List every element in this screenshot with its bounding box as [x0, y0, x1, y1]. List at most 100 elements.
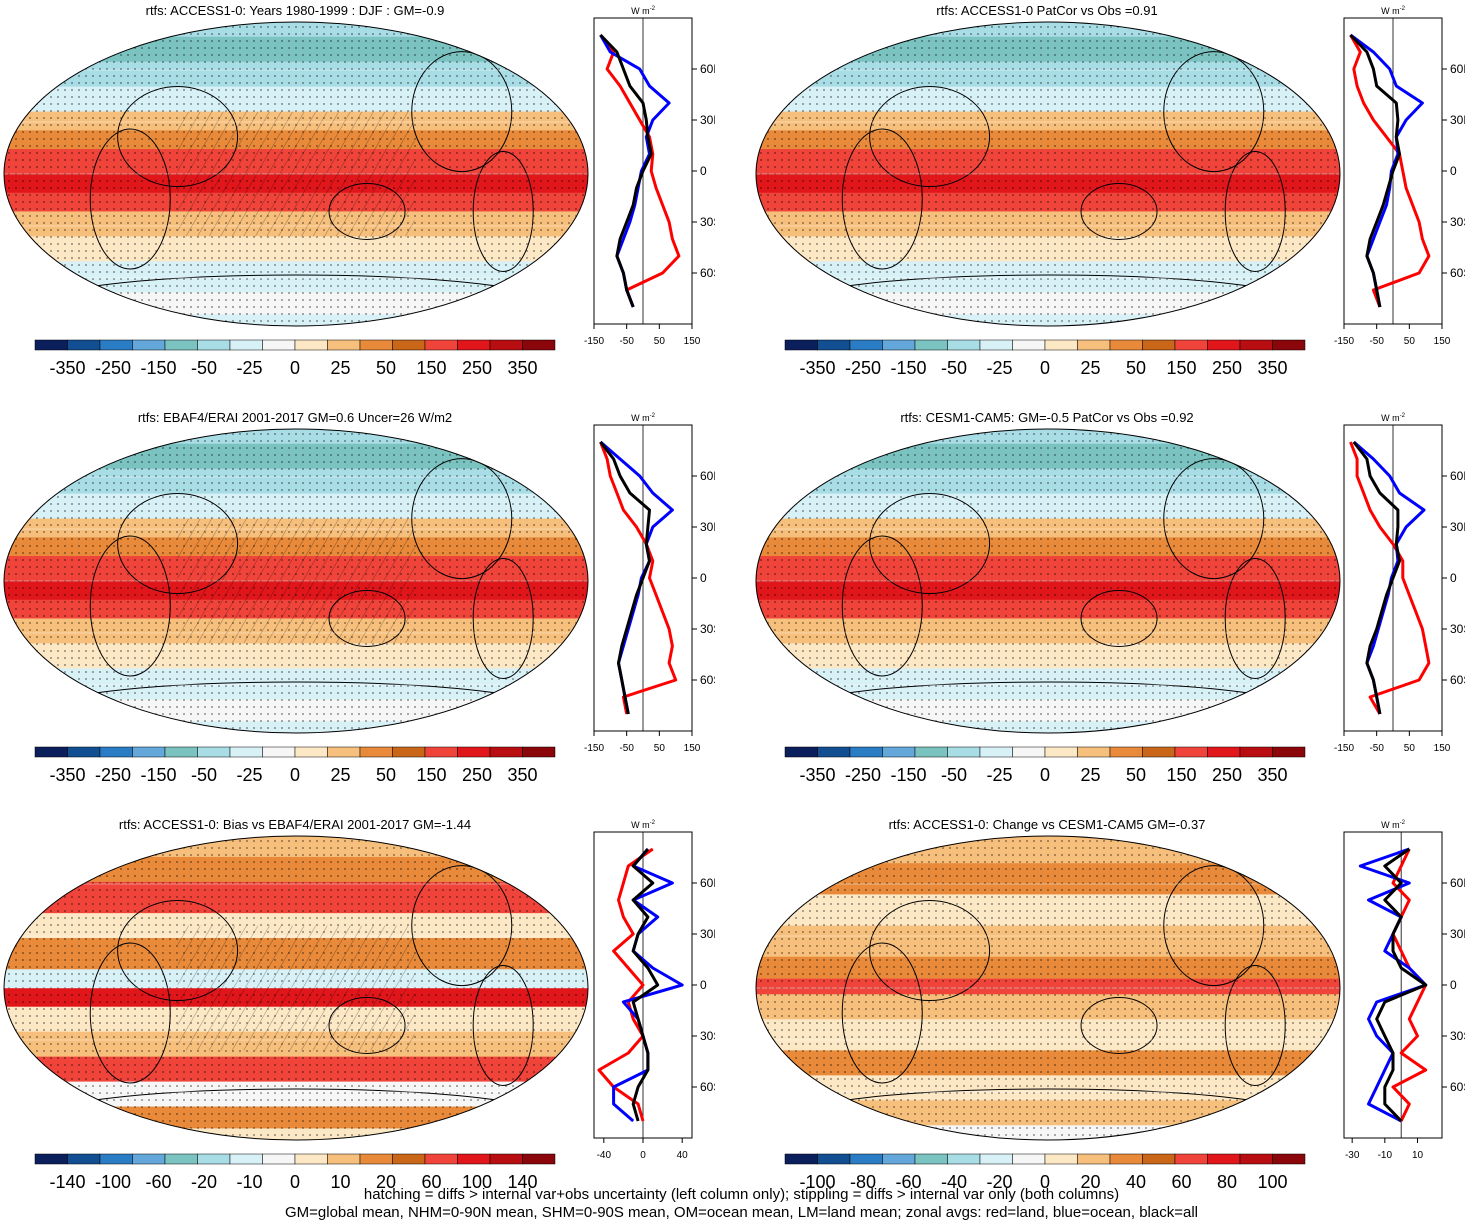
lat-label: 30S	[1450, 215, 1465, 229]
zonal-plot-1: W m-2 60N 30N 0 30S 60S -150 -50 50 150	[584, 6, 715, 347]
colorbar-label: 150	[416, 765, 446, 785]
colorbar-swatch	[34, 1153, 68, 1165]
colorbar-swatch	[229, 1153, 263, 1165]
map-field	[756, 836, 1340, 1140]
colorbar-swatch	[197, 1153, 231, 1165]
colorbar-swatch	[99, 339, 133, 351]
colorbar-label: 40	[1126, 1172, 1146, 1192]
colorbar-label: -100	[95, 1172, 131, 1192]
map-border	[755, 835, 1341, 1141]
colorbar-label: -20	[191, 1172, 217, 1192]
colorbar-swatch	[979, 746, 1013, 758]
zonal-plot-6: W m-2 60N 30N 0 30S 60S -30 -10 10	[1343, 820, 1465, 1161]
colorbar-swatch	[1044, 339, 1078, 351]
colorbar-swatch	[229, 339, 263, 351]
colorbar-swatch	[1207, 339, 1241, 351]
colorbar-label: 150	[1166, 358, 1196, 378]
colorbar-swatch	[424, 339, 458, 351]
colorbar-swatch	[947, 746, 981, 758]
zonal-plot-2: W m-2 60N 30N 0 30S 60S -150 -50 50 150	[1334, 6, 1465, 347]
colorbar-swatch	[784, 746, 818, 758]
colorbar-swatch	[132, 1153, 166, 1165]
x-tick-label: -150	[584, 743, 604, 754]
colorbar-label: -250	[95, 358, 131, 378]
colorbar-swatch	[1239, 1153, 1273, 1165]
map-field	[756, 429, 1340, 733]
colorbar-swatch	[34, 339, 68, 351]
footnote-line-2: GM=global mean, NHM=0-90N mean, SHM=0-90…	[284, 1204, 1198, 1221]
x-tick-label: -150	[1334, 743, 1354, 754]
colorbar-swatch	[489, 746, 523, 758]
colorbar-swatch	[67, 1153, 101, 1165]
colorbar-label: -50	[191, 358, 217, 378]
colorbar-label: 0	[290, 1172, 300, 1192]
colorbar-label: -250	[845, 765, 881, 785]
colorbar-label: -25	[986, 765, 1012, 785]
colorbar-swatch	[1044, 746, 1078, 758]
colorbar-swatch	[294, 746, 328, 758]
colorbar-label: 0	[1040, 1172, 1050, 1192]
lat-label: 30N	[1450, 927, 1465, 941]
colorbar-swatch	[67, 746, 101, 758]
lat-label: 0	[700, 164, 707, 178]
zonal-line-black	[631, 848, 660, 1122]
colorbar-label: 25	[1080, 765, 1100, 785]
lat-label: 60N	[700, 876, 715, 890]
lat-label: 0	[700, 978, 707, 992]
map-border	[755, 428, 1341, 734]
colorbar-swatch	[1142, 746, 1176, 758]
colorbar-label: -60	[895, 1172, 921, 1192]
zonal-line-blue	[612, 848, 684, 1123]
colorbar-swatch	[457, 1153, 491, 1165]
x-tick-label: -50	[1369, 743, 1384, 754]
colorbar-label: -10	[236, 1172, 262, 1192]
lat-label: 60N	[700, 62, 715, 76]
colorbar-swatch	[392, 1153, 426, 1165]
colorbar-label: 150	[416, 358, 446, 378]
colorbar-2: -350 -250 -150 -50 -25 0 25 50 150 250 350	[784, 339, 1306, 378]
colorbar-swatch	[1207, 1153, 1241, 1165]
colorbar-swatch	[164, 1153, 198, 1165]
colorbar-swatch	[979, 339, 1013, 351]
lat-label: 30N	[700, 520, 715, 534]
x-tick-label: 50	[1404, 336, 1416, 347]
zonal-line-black	[599, 441, 651, 715]
lat-label: 60N	[1450, 469, 1465, 483]
colorbar-label: 140	[507, 1172, 537, 1192]
colorbar-swatch	[294, 1153, 328, 1165]
map-title-1: rtfs: ACCESS1-0: Years 1980-1999 : DJF :…	[145, 3, 445, 18]
colorbar-label: 250	[462, 765, 492, 785]
lat-label: 60N	[1450, 62, 1465, 76]
lat-label: 30S	[1450, 1029, 1465, 1043]
colorbar-swatch	[522, 746, 556, 758]
colorbar-label: -140	[49, 1172, 85, 1192]
colorbar-label: 350	[1257, 358, 1287, 378]
lat-label: 0	[1450, 978, 1457, 992]
map-title-5: rtfs: ACCESS1-0: Bias vs EBAF4/ERAI 2001…	[118, 817, 472, 832]
map-title-2: rtfs: ACCESS1-0 PatCor vs Obs =0.91	[936, 3, 1158, 18]
zonal-plot-5: W m-2 60N 30N 0 30S 60S -40 0 40	[593, 820, 715, 1161]
colorbar-swatch	[132, 746, 166, 758]
colorbar-label: 350	[507, 765, 537, 785]
lat-label: 30N	[700, 927, 715, 941]
zonal-line-black	[1375, 847, 1428, 1123]
colorbar-swatch	[327, 1153, 361, 1165]
colorbar-swatch	[359, 746, 393, 758]
colorbar-swatch	[882, 339, 916, 351]
colorbar-swatch	[849, 746, 883, 758]
lat-label: 0	[1450, 571, 1457, 585]
lat-label: 60S	[700, 673, 715, 687]
colorbar-swatch	[1207, 746, 1241, 758]
colorbar-label: 60	[1171, 1172, 1191, 1192]
zonal-line-red	[1349, 441, 1431, 715]
colorbar-label: -150	[140, 765, 176, 785]
colorbar-swatch	[979, 1153, 1013, 1165]
colorbar-label: 0	[1040, 765, 1050, 785]
x-tick-label: 150	[1434, 336, 1451, 347]
colorbar-swatch	[489, 1153, 523, 1165]
colorbar-swatch	[1174, 339, 1208, 351]
colorbar-label: -25	[986, 358, 1012, 378]
x-tick-label: 150	[684, 743, 701, 754]
colorbar-label: -350	[49, 765, 85, 785]
colorbar-swatch	[817, 339, 851, 351]
